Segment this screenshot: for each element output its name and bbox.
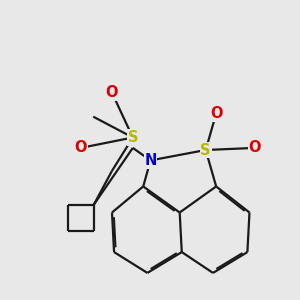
Text: O: O xyxy=(210,106,222,121)
Text: O: O xyxy=(248,140,261,155)
Text: O: O xyxy=(74,140,87,155)
Text: O: O xyxy=(106,85,118,100)
Text: S: S xyxy=(200,142,211,158)
Text: S: S xyxy=(128,130,138,145)
Text: N: N xyxy=(144,153,157,168)
